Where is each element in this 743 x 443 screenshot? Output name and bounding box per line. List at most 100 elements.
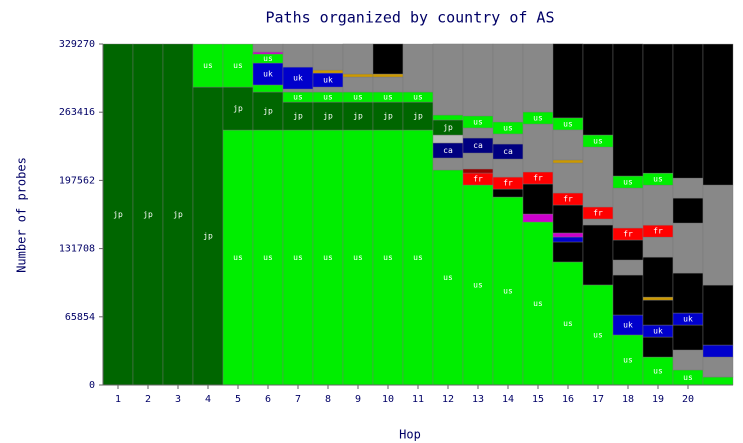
bar-segment [312,43,344,71]
bar-segment [462,168,494,174]
bar-segment [252,84,284,93]
bar-segment [492,196,524,386]
segment-label: us [323,253,333,262]
bar-segment [312,86,344,93]
segment-label: jp [233,104,243,113]
bar-segment [342,101,374,131]
bar-segment [222,43,254,88]
segment-label: us [413,253,423,262]
segment-label: us [623,178,633,187]
bar-segment [492,158,524,178]
y-tick-label: 65854 [65,312,95,323]
bar-segment [642,356,674,386]
bar-segment [672,272,704,314]
bar-segment [132,43,164,386]
x-tick-label: 8 [325,394,331,405]
bar-segment [522,221,554,386]
segment-label: jp [203,232,213,241]
segment-label: us [473,281,483,290]
segment-label: ca [473,141,483,150]
segment-label: us [293,93,303,102]
bar-segment [582,146,614,208]
bar-segment [702,184,734,286]
segment-label: us [233,61,243,70]
bar-segment [672,324,704,351]
bar-segment [312,129,344,386]
y-tick-label: 0 [89,380,95,391]
bar-segment [492,133,524,145]
bar-segment [552,159,584,164]
segment-label: us [503,287,513,296]
segment-label: us [563,319,573,328]
bar-segment [102,43,134,386]
x-tick-label: 2 [145,394,151,405]
x-tick-label: 16 [562,394,574,405]
segment-label: fr [623,230,633,239]
bar-segment [702,284,734,346]
bar-segment [642,336,674,358]
bar-segment [552,204,584,234]
bar-segment [372,73,404,78]
segment-label: us [473,117,483,126]
bar-segment [552,261,584,386]
x-tick-label: 3 [175,394,181,405]
segment-label: us [203,61,213,70]
segment-label: us [533,114,543,123]
x-tick-label: 5 [235,394,241,405]
bar-segment [702,356,734,378]
bar-segment [162,43,194,386]
bar-segment [612,274,644,316]
segment-label: us [323,93,333,102]
segment-label: uk [653,327,663,336]
bar-segment [672,43,704,179]
bar-segment [402,101,434,131]
bar-segment [612,43,644,177]
segment-label: ca [503,147,513,156]
segment-label: jp [173,210,183,219]
segment-label: us [503,123,513,132]
x-tick-label: 13 [472,394,484,405]
x-tick-label: 6 [265,394,271,405]
bar-segment [372,43,404,75]
segment-label: uk [263,70,273,79]
bar-segment [252,129,284,386]
bar-segment [462,43,494,117]
segment-label: us [653,175,663,184]
segment-label: jp [323,112,333,121]
bar-segment [612,239,644,261]
segment-label: uk [293,74,303,83]
bar-segment [492,43,524,123]
segment-label: jp [413,112,423,121]
y-tick-label: 329270 [59,39,95,50]
segment-label: fr [593,208,603,217]
segment-label: jp [383,112,393,121]
bar-segment [552,236,584,243]
segment-label: us [263,253,273,262]
bar-segment [252,43,284,53]
bar-segment [492,188,524,198]
segment-label: fr [563,195,573,204]
bar-segment [402,43,434,93]
segment-label: us [533,299,543,308]
bar-segment [402,129,434,386]
x-tick-label: 14 [502,394,514,405]
x-tick-label: 15 [532,394,544,405]
bar-segment [372,129,404,386]
bar-segment [222,86,254,131]
bar-segment [552,241,584,263]
segment-label: fr [653,227,663,236]
bar-segment [582,43,614,136]
bar-segment [342,43,374,75]
bar-segment [642,296,674,301]
segment-label: us [593,330,603,339]
x-tick-label: 12 [442,394,454,405]
segment-label: jp [293,112,303,121]
segment-label: us [233,253,243,262]
bar-segment [372,101,404,131]
bar-segment [642,43,674,174]
segment-label: jp [353,112,363,121]
bar-segment [672,222,704,274]
segment-label: uk [683,315,693,324]
x-tick-label: 19 [652,394,664,405]
bar-segment [522,123,554,173]
